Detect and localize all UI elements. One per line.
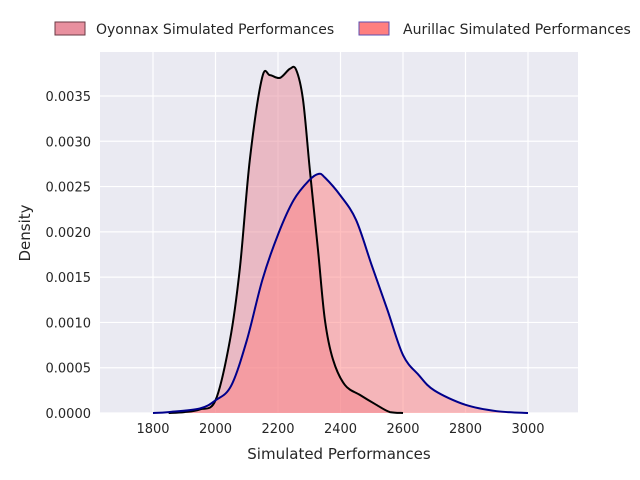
legend-label-oyonnax: Oyonnax Simulated Performances	[96, 22, 334, 38]
y-tick-label: 0.0025	[46, 181, 92, 196]
y-axis-ticks: 0.0000 0.0005 0.0010 0.0015 0.0020 0.0025 0.00…	[46, 90, 92, 422]
legend-swatch-aurillac	[358, 21, 390, 36]
legend-label-aurillac: Aurillac Simulated Performances	[403, 22, 631, 38]
x-tick-label: 2000	[199, 422, 232, 437]
x-tick-label: 2400	[324, 422, 357, 437]
x-tick-label: 2200	[261, 422, 294, 437]
x-axis-label: Simulated Performances	[247, 445, 431, 463]
y-tick-label: 0.0010	[46, 316, 92, 331]
x-tick-label: 1800	[136, 422, 169, 437]
x-tick-label: 2800	[449, 422, 482, 437]
aurillac-density-line	[152, 172, 529, 414]
y-tick-label: 0.0030	[46, 135, 92, 150]
legend-swatch-oyonnax	[54, 21, 86, 36]
series-group	[118, 65, 557, 414]
y-axis-label: Density	[16, 204, 34, 261]
legend: Oyonnax Simulated Performances Aurillac …	[54, 21, 631, 38]
oyonnax-density-line	[168, 65, 404, 414]
x-axis-ticks: 1800 2000 2200 2400 2600 2800 3000	[136, 422, 544, 437]
x-tick-label: 3000	[511, 422, 544, 437]
y-tick-label: 0.0035	[46, 90, 92, 105]
y-tick-label: 0.0000	[46, 407, 92, 422]
y-tick-label: 0.0020	[46, 226, 92, 241]
x-tick-label: 2600	[386, 422, 419, 437]
y-tick-label: 0.0015	[46, 271, 92, 286]
aurillac-density-area	[118, 173, 557, 413]
y-tick-label: 0.0005	[46, 362, 92, 377]
